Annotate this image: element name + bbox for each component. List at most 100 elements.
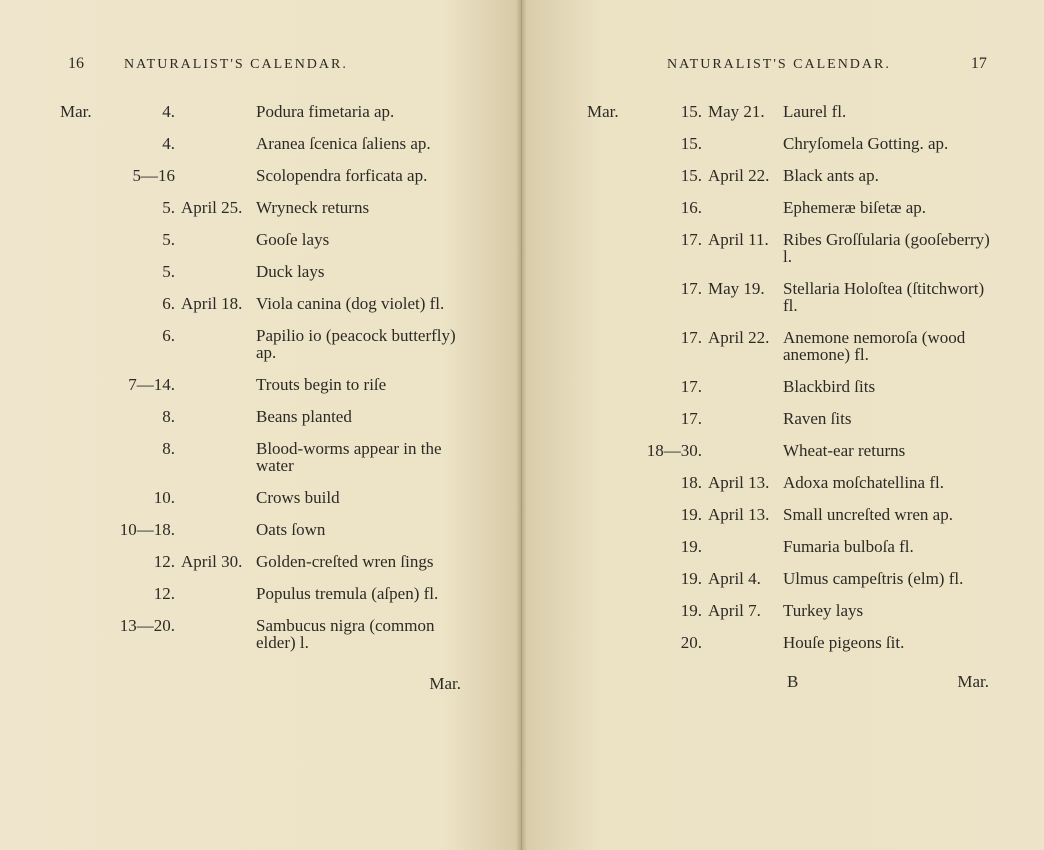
calendar-entry: 8.Blood-worms appear in the water [60, 440, 471, 474]
entry-event: Small uncreſted wren ap. [783, 506, 999, 523]
entry-first-date: 5. [105, 199, 181, 216]
calendar-entry: Mar.4. Podura fimetaria ap. [60, 103, 471, 120]
entry-first-date: 5. [105, 263, 181, 280]
entry-first-date: 19. [632, 538, 708, 555]
entry-first-date: 16. [632, 199, 708, 216]
entry-first-date: 8. [105, 408, 181, 425]
running-head-right: NATURALIST'S CALENDAR. 17 [587, 55, 999, 73]
entry-first-date: 17. [632, 378, 708, 395]
entry-event: Gooſe lays [256, 231, 471, 248]
page-number-left: 16 [68, 55, 84, 73]
entry-event: Stellaria Holoſtea (ſtitchwort) fl. [783, 280, 999, 314]
entry-event: Black ants ap. [783, 167, 999, 184]
page-number-right: 17 [971, 55, 987, 73]
entry-first-date: 5. [105, 231, 181, 248]
calendar-entry: 5.April 25.Wryneck returns [60, 199, 471, 216]
entry-month: Mar. [60, 103, 105, 120]
entries-left: Mar.4. Podura fimetaria ap. 4.Aranea ſceni… [60, 103, 471, 666]
entry-event: Wryneck returns [256, 199, 471, 216]
calendar-entry: 17. Blackbird ſits [587, 378, 999, 395]
entry-event: Beans planted [256, 408, 471, 425]
entry-first-date: 4. [105, 103, 181, 120]
running-title-right: NATURALIST'S CALENDAR. [667, 57, 891, 73]
entry-first-date: 19. [632, 506, 708, 523]
entry-latest-date: April 22. [708, 167, 783, 184]
entry-first-date: 6. [105, 327, 181, 344]
entry-event: Golden-creſted wren ſings [256, 553, 471, 570]
entry-event: Blackbird ſits [783, 378, 999, 395]
calendar-entry: 5—16 Scolopendra forficata ap. [60, 167, 471, 184]
calendar-entry: 17. Raven ſits [587, 410, 999, 427]
entry-event: Wheat-ear returns [783, 442, 999, 459]
calendar-entry: 5. Gooſe lays [60, 231, 471, 248]
entry-first-date: 17. [632, 410, 708, 427]
entry-first-date: 17. [632, 280, 708, 297]
entry-event: Chryſomela Gotting. ap. [783, 135, 999, 152]
entry-event: Aranea ſcenica ſaliens ap. [256, 135, 471, 152]
entry-first-date: 15. [632, 103, 708, 120]
entry-event: Crows build [256, 489, 471, 506]
calendar-entry: 17.April 11.Ribes Groſſularia (gooſeberr… [587, 231, 999, 265]
entry-event: Adoxa moſchatellina fl. [783, 474, 999, 491]
entry-event: Viola canina (dog violet) fl. [256, 295, 471, 312]
entry-first-date: 12. [105, 553, 181, 570]
calendar-entry: 12.Populus tremula (aſpen) fl. [60, 585, 471, 602]
calendar-entry: 19.April 7.Turkey lays [587, 602, 999, 619]
page-16: 16 NATURALIST'S CALENDAR. Mar.4.Podura f… [0, 0, 522, 850]
entry-first-date: 15. [632, 167, 708, 184]
entry-first-date: 18. [632, 474, 708, 491]
calendar-entry: 7—14.Trouts begin to riſe [60, 376, 471, 393]
entry-event: Houſe pigeons ſit. [783, 634, 999, 651]
entry-latest-date: April 13. [708, 474, 783, 491]
entry-event: Raven ſits [783, 410, 999, 427]
signature-line: B Mar. [587, 672, 999, 692]
entry-event: Trouts begin to riſe [256, 376, 471, 393]
entry-latest-date: April 30. [181, 553, 256, 570]
entry-event: Scolopendra forficata ap. [256, 167, 471, 184]
calendar-entry: 19. Fumaria bulboſa fl. [587, 538, 999, 555]
entry-event: Duck lays [256, 263, 471, 280]
calendar-entry: 18.April 13.Adoxa moſchatellina fl. [587, 474, 999, 491]
entry-first-date: 10. [105, 489, 181, 506]
entry-first-date: 17. [632, 231, 708, 248]
entry-latest-date: April 13. [708, 506, 783, 523]
calendar-entry: 18—30. Wheat-ear returns [587, 442, 999, 459]
entry-event: Oats ſown [256, 521, 471, 538]
entry-first-date: 12. [105, 585, 181, 602]
entry-event: Fumaria bulboſa fl. [783, 538, 999, 555]
entry-event: Ephemeræ biſetæ ap. [783, 199, 999, 216]
calendar-entry: 10—18. Oats ſown [60, 521, 471, 538]
entry-latest-date: April 4. [708, 570, 783, 587]
entry-latest-date: May 19. [708, 280, 783, 297]
entries-right: Mar.15.May 21.Laurel fl.15.Chryſomela Go… [587, 103, 999, 666]
entry-event: Anemone nemoroſa (wood anemone) fl. [783, 329, 999, 363]
entry-first-date: 5—16 [105, 167, 181, 184]
entry-latest-date: April 22. [708, 329, 783, 346]
entry-event: Turkey lays [783, 602, 999, 619]
entry-latest-date: April 25. [181, 199, 256, 216]
entry-event: Blood-worms appear in the water [256, 440, 471, 474]
calendar-entry: 16. Ephemeræ biſetæ ap. [587, 199, 999, 216]
entry-first-date: 18—30. [632, 442, 708, 459]
entry-event: Sambucus nigra (common elder) l. [256, 617, 471, 651]
entry-first-date: 13—20. [105, 617, 181, 634]
entry-first-date: 6. [105, 295, 181, 312]
entry-latest-date: April 11. [708, 231, 783, 248]
entry-first-date: 17. [632, 329, 708, 346]
calendar-entry: 17.May 19.Stellaria Holoſtea (ſtitchwort… [587, 280, 999, 314]
calendar-entry: 13—20. Sambucus nigra (common elder) l. [60, 617, 471, 651]
entry-event: Podura fimetaria ap. [256, 103, 471, 120]
calendar-entry: 17.April 22.Anemone nemoroſa (wood anemo… [587, 329, 999, 363]
calendar-entry: 5. Duck lays [60, 263, 471, 280]
catchword-left: Mar. [60, 674, 471, 694]
entry-first-date: 15. [632, 135, 708, 152]
calendar-entry: 20. Houſe pigeons ſit. [587, 634, 999, 651]
entry-first-date: 10—18. [105, 521, 181, 538]
entry-latest-date: May 21. [708, 103, 783, 120]
entry-first-date: 19. [632, 570, 708, 587]
calendar-entry: 19.April 4.Ulmus campeſtris (elm) fl. [587, 570, 999, 587]
calendar-entry: 4.Aranea ſcenica ſaliens ap. [60, 135, 471, 152]
entry-first-date: 20. [632, 634, 708, 651]
calendar-entry: 15.April 22.Black ants ap. [587, 167, 999, 184]
calendar-entry: 15. Chryſomela Gotting. ap. [587, 135, 999, 152]
